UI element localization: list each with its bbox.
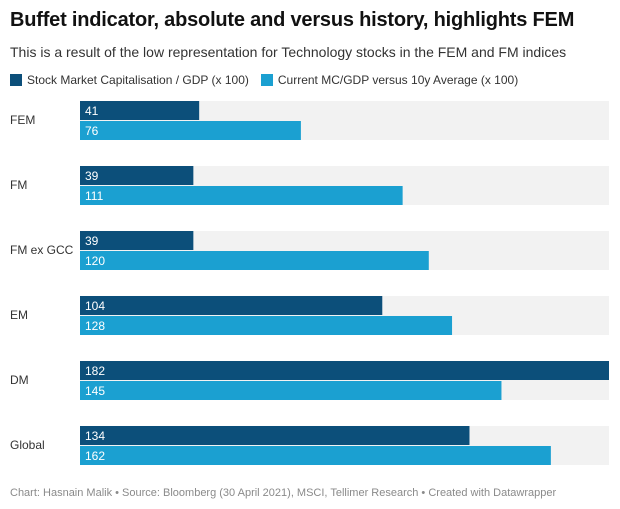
bar-em-series-1 [80, 296, 383, 315]
bar-dm-series-2 [80, 381, 502, 400]
legend-swatch-versus-average [260, 74, 273, 86]
value-label-em-series-2: 128 [85, 319, 105, 333]
bar-global-series-2 [80, 446, 551, 465]
category-label-fm-ex-gcc: FM ex GCC [10, 243, 74, 257]
legend-item-market-cap-gdp: Stock Market Capitalisation / GDP (x 100… [10, 73, 249, 87]
value-label-dm-series-2: 145 [85, 384, 105, 398]
bar-em-series-2 [80, 316, 453, 335]
legend: Stock Market Capitalisation / GDP (x 100… [10, 73, 530, 87]
bar-fm-ex-gcc-series-1 [80, 231, 194, 250]
bar-fem-series-2 [80, 121, 301, 140]
category-label-global: Global [10, 438, 45, 452]
legend-swatch-market-cap-gdp [10, 74, 22, 86]
bar-fm-series-1 [80, 166, 194, 185]
bar-fm-ex-gcc-series-2 [80, 251, 429, 270]
value-label-fm-series-1: 39 [85, 169, 99, 183]
bar-global-series-1 [80, 426, 470, 445]
category-label-fem: FEM [10, 113, 35, 127]
legend-item-versus-average: Current MC/GDP versus 10y Average (x 100… [260, 73, 519, 87]
value-label-em-series-1: 104 [85, 299, 105, 313]
bar-dm-series-1 [80, 361, 609, 380]
legend-label-market-cap-gdp: Stock Market Capitalisation / GDP (x 100… [27, 73, 249, 87]
category-label-em: EM [10, 308, 28, 322]
value-label-dm-series-1: 182 [85, 364, 105, 378]
bar-fm-series-2 [80, 186, 403, 205]
category-label-fm: FM [10, 178, 27, 192]
category-label-dm: DM [10, 373, 29, 387]
value-label-global-series-2: 162 [85, 449, 105, 463]
value-label-fm-ex-gcc-series-2: 120 [85, 254, 105, 268]
bar-fem-series-1 [80, 101, 200, 120]
chart-footer: Chart: Hasnain Malik • Source: Bloomberg… [10, 487, 557, 499]
bar-chart: FEM 41 76 FM 39 111 FM ex GCC 39 120 EM 104 128 DM 18… [10, 101, 609, 465]
value-label-fem-series-2: 76 [85, 124, 99, 138]
value-label-fm-ex-gcc-series-1: 39 [85, 234, 99, 248]
value-label-fem-series-1: 41 [85, 104, 99, 118]
value-label-global-series-1: 134 [85, 429, 105, 443]
chart-title: Buffet indicator, absolute and versus hi… [10, 9, 575, 31]
value-label-fm-series-2: 111 [85, 189, 104, 203]
chart-subtitle: This is a result of the low representati… [10, 44, 567, 60]
legend-label-versus-average: Current MC/GDP versus 10y Average (x 100… [277, 73, 519, 87]
